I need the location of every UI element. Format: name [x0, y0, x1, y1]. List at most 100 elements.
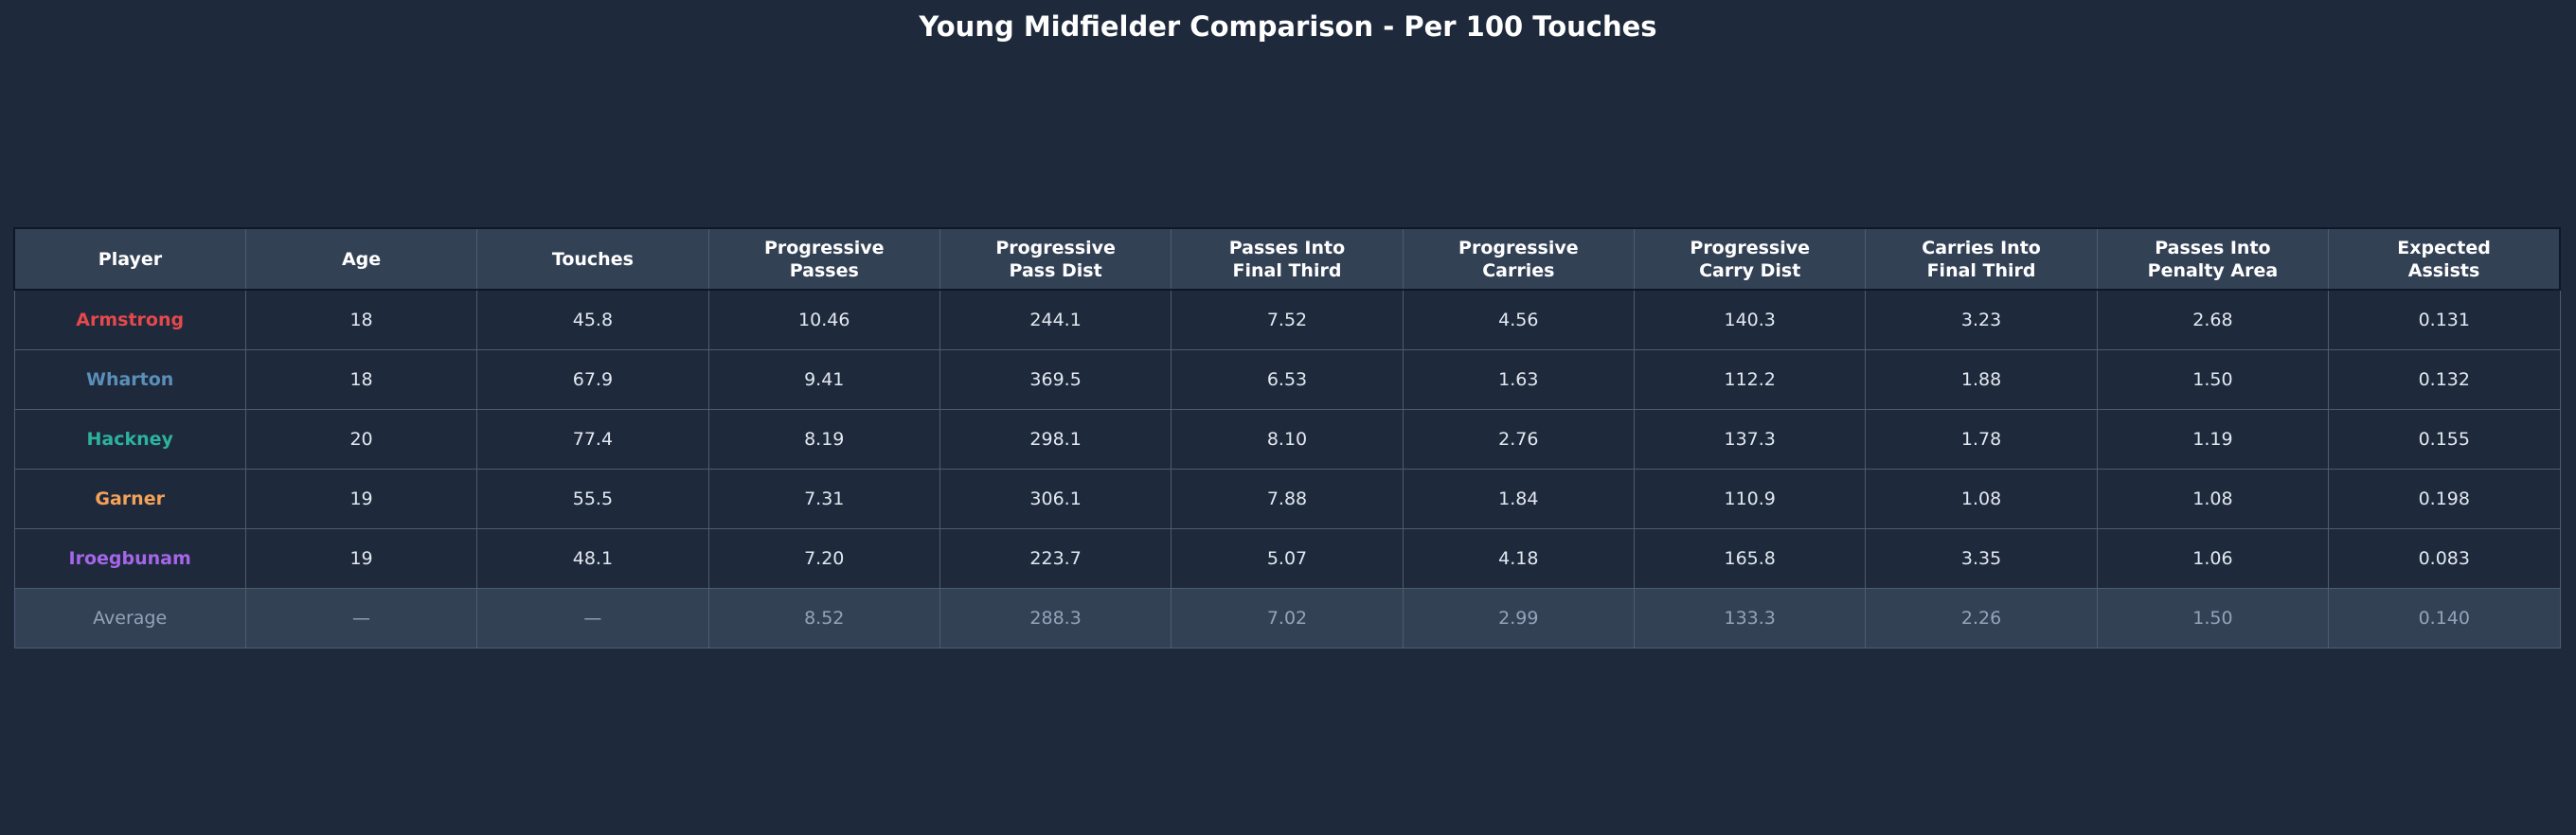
- column-header-label: Final Third: [1232, 259, 1342, 281]
- column-header: Progressive Carries: [1402, 227, 1636, 291]
- table-cell: 4.56: [1402, 289, 1636, 350]
- column-header-label: Carries: [1482, 259, 1555, 281]
- chart-title: Young Midfielder Comparison - Per 100 To…: [919, 10, 1657, 43]
- column-header-label: Touches: [551, 248, 634, 270]
- table-cell: 1.78: [1865, 409, 2098, 470]
- average-cell: 7.02: [1171, 588, 1404, 648]
- table-cell: 45.8: [476, 289, 709, 350]
- average-cell: 1.50: [2096, 588, 2330, 648]
- table-cell: 55.5: [476, 469, 709, 529]
- column-header: Progressive Pass Dist: [939, 227, 1172, 291]
- table-cell: 140.3: [1634, 289, 1867, 350]
- table-row: Hackney 20 77.4 8.19 298.1 8.10 2.76 137.3 1.78 1…: [13, 409, 2561, 470]
- column-header-label: Carry Dist: [1699, 259, 1801, 281]
- average-cell: 288.3: [939, 588, 1172, 648]
- column-header-label: Progressive: [763, 237, 885, 258]
- table-cell: 7.20: [707, 528, 940, 589]
- column-header: Expected Assists: [2328, 227, 2562, 291]
- table-cell: 1.06: [2096, 528, 2330, 589]
- column-header: Progressive Passes: [707, 227, 940, 291]
- comparison-table: Player Age Touches Progressive Passes Progres…: [12, 227, 2562, 648]
- table-cell: 1.84: [1402, 469, 1636, 529]
- table-cell: 1.88: [1865, 349, 2098, 410]
- table-cell: 8.10: [1171, 409, 1404, 470]
- table-cell: 165.8: [1634, 528, 1867, 589]
- table-row: Garner 19 55.5 7.31 306.1 7.88 1.84 110.9 1.08 1.…: [13, 469, 2561, 529]
- player-name-cell: Wharton: [13, 349, 246, 410]
- column-header-label: Age: [341, 248, 382, 270]
- table-cell: 77.4: [476, 409, 709, 470]
- table-cell: 9.41: [707, 349, 940, 410]
- table-cell: 18: [244, 289, 478, 350]
- table-cell: 306.1: [939, 469, 1172, 529]
- average-cell: 133.3: [1634, 588, 1867, 648]
- player-name-cell: Iroegbunam: [13, 528, 246, 589]
- column-header: Progressive Carry Dist: [1634, 227, 1867, 291]
- table-cell: 110.9: [1634, 469, 1867, 529]
- table-body: Armstrong 18 45.8 10.46 244.1 7.52 4.56 140.3 3.…: [13, 289, 2561, 648]
- average-cell: 2.26: [1865, 588, 2098, 648]
- player-name-cell: Armstrong: [13, 289, 246, 350]
- column-header-label: Progressive: [1690, 237, 1810, 258]
- table-cell: 0.083: [2328, 528, 2561, 589]
- table-cell: 67.9: [476, 349, 709, 410]
- column-header-label: Penalty Area: [2147, 259, 2279, 281]
- table-header-row: Player Age Touches Progressive Passes Progres…: [12, 227, 2562, 291]
- table-cell: 7.31: [707, 469, 940, 529]
- table-cell: 0.132: [2328, 349, 2561, 410]
- table-cell: 0.198: [2328, 469, 2561, 529]
- table-row: Armstrong 18 45.8 10.46 244.1 7.52 4.56 140.3 3.…: [13, 289, 2561, 350]
- table-cell: 5.07: [1171, 528, 1404, 589]
- player-name-cell: Hackney: [13, 409, 246, 470]
- table-cell: 19: [244, 528, 478, 589]
- column-header: Player: [12, 227, 246, 291]
- player-name-cell: Garner: [13, 469, 246, 529]
- column-header-label: Assists: [2407, 259, 2480, 281]
- table-cell: 223.7: [939, 528, 1172, 589]
- table-cell: 0.131: [2328, 289, 2561, 350]
- table-cell: 298.1: [939, 409, 1172, 470]
- column-header-label: Passes Into: [2155, 237, 2271, 258]
- table-cell: 48.1: [476, 528, 709, 589]
- table-cell: 3.35: [1865, 528, 2098, 589]
- table-cell: 8.19: [707, 409, 940, 470]
- table-cell: 3.23: [1865, 289, 2098, 350]
- column-header: Touches: [476, 227, 709, 291]
- column-header-label: Player: [98, 248, 163, 270]
- column-header-label: Progressive: [995, 237, 1116, 258]
- column-header-label: Carries Into: [1922, 237, 2041, 258]
- table-cell: 10.46: [707, 289, 940, 350]
- average-cell: 0.140: [2328, 588, 2561, 648]
- table-cell: 137.3: [1634, 409, 1867, 470]
- column-header-label: Progressive: [1458, 237, 1579, 258]
- table-cell: 1.63: [1402, 349, 1636, 410]
- table-cell: 112.2: [1634, 349, 1867, 410]
- table-cell: 1.19: [2096, 409, 2330, 470]
- table-cell: 244.1: [939, 289, 1172, 350]
- table-cell: 369.5: [939, 349, 1172, 410]
- column-header: Passes Into Penalty Area: [2096, 227, 2330, 291]
- column-header: Age: [244, 227, 478, 291]
- average-label-cell: Average: [13, 588, 246, 648]
- table-row: Wharton 18 67.9 9.41 369.5 6.53 1.63 112.2 1.88 1…: [13, 349, 2561, 410]
- table-cell: 1.50: [2096, 349, 2330, 410]
- column-header-label: Passes Into: [1228, 237, 1346, 258]
- table-cell: 1.08: [1865, 469, 2098, 529]
- table-cell: 19: [244, 469, 478, 529]
- column-header-label: Pass Dist: [1009, 259, 1102, 281]
- average-cell: —: [244, 588, 478, 648]
- column-header-label: Passes: [789, 259, 859, 281]
- average-row: Average — —8.52 288.3 7.02 2.99 133.3 2.26 1.50 0…: [13, 588, 2561, 648]
- column-header: Passes Into Final Third: [1171, 227, 1404, 291]
- column-header-label: Final Third: [1926, 259, 2036, 281]
- table-cell: 4.18: [1402, 528, 1636, 589]
- column-header: Carries Into Final Third: [1865, 227, 2098, 291]
- average-cell: 2.99: [1402, 588, 1636, 648]
- table-cell: 20: [244, 409, 478, 470]
- table-cell: 0.155: [2328, 409, 2561, 470]
- average-cell: —: [476, 588, 709, 648]
- table-cell: 7.88: [1171, 469, 1404, 529]
- column-header-label: Expected: [2397, 237, 2491, 258]
- table-cell: 2.68: [2096, 289, 2330, 350]
- table-cell: 2.76: [1402, 409, 1636, 470]
